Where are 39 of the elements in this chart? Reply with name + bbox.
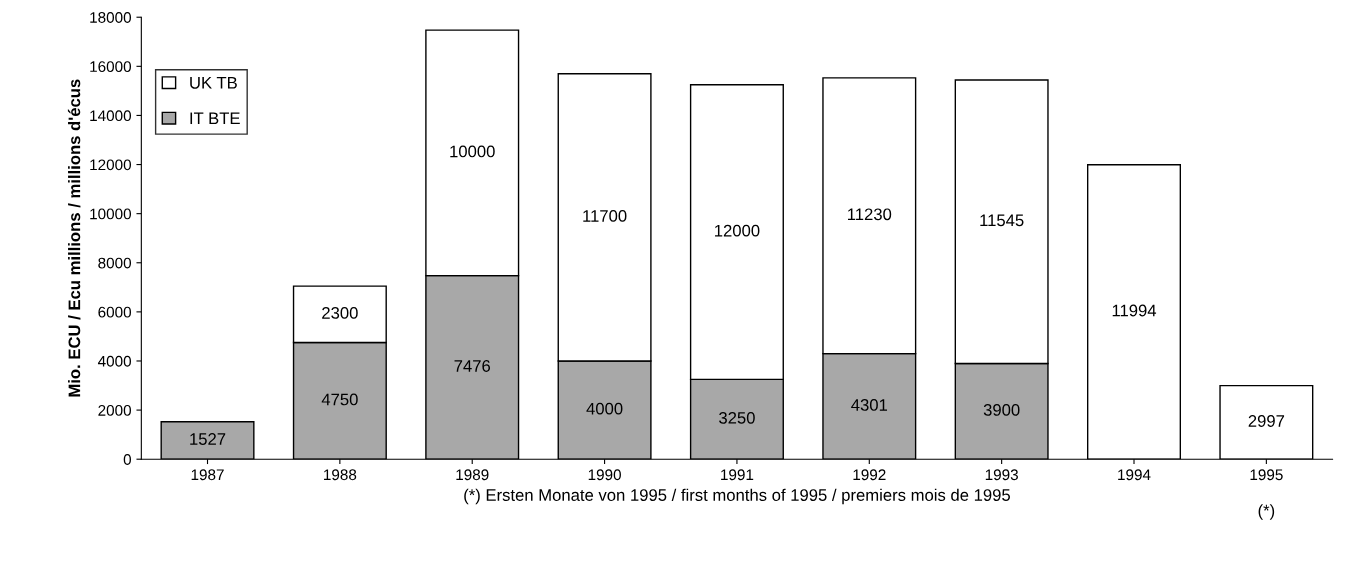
legend-label: IT BTE	[190, 112, 240, 125]
x-tick-label: 1995	[1250, 469, 1283, 481]
x-tick-label: 1991	[721, 469, 754, 481]
x-tick-label: 1994	[1118, 469, 1151, 481]
x-tick-label: 1988	[324, 469, 357, 481]
data-label: 4750	[321, 393, 358, 406]
data-label: 7476	[454, 360, 491, 372]
y-tick-label: 12000	[90, 159, 132, 171]
data-label: 11700	[583, 210, 627, 222]
y-tick-label: 18000	[90, 12, 132, 23]
data-label: 12000	[715, 224, 760, 237]
y-tick-label: 10000	[90, 208, 132, 220]
data-label: 11230	[848, 208, 892, 221]
data-label: 2997	[1248, 415, 1285, 427]
y-tick-label: 0	[123, 454, 132, 465]
text: (*)	[1258, 504, 1275, 520]
y-tick-label: 6000	[98, 306, 132, 318]
y-axis-title: Mio. ECU / Ecu millions / millions d'écus	[67, 79, 81, 397]
data-label: 3900	[983, 403, 1020, 416]
x-tick-label: 1989	[456, 469, 489, 481]
data-label: 11545	[980, 214, 1024, 227]
x-tick-label: 1992	[853, 469, 886, 481]
legend-label: UK TB	[190, 77, 237, 89]
data-label: 4301	[851, 399, 888, 411]
y-tick-label: 4000	[97, 355, 132, 367]
x-axis-title: (*) Ersten Monate von 1995 / first months of 1995 / premiers mois de 1995	[464, 488, 1010, 505]
x-tick-label: 1993	[985, 469, 1018, 481]
data-label: 4000	[586, 402, 623, 415]
y-tick-label: 8000	[98, 257, 132, 269]
data-label: 3250	[719, 411, 755, 424]
y-tick-label: 16000	[90, 61, 132, 73]
data-label: 2300	[322, 307, 358, 319]
y-tick-label: 2000	[98, 404, 132, 416]
x-tick-label: 1990	[588, 469, 621, 481]
y-tick-label: 14000	[90, 110, 132, 122]
data-label: 11994	[1112, 304, 1157, 317]
data-label: 1527	[190, 433, 226, 445]
x-tick-label: 1987	[191, 469, 224, 481]
data-label: 10000	[450, 145, 495, 158]
